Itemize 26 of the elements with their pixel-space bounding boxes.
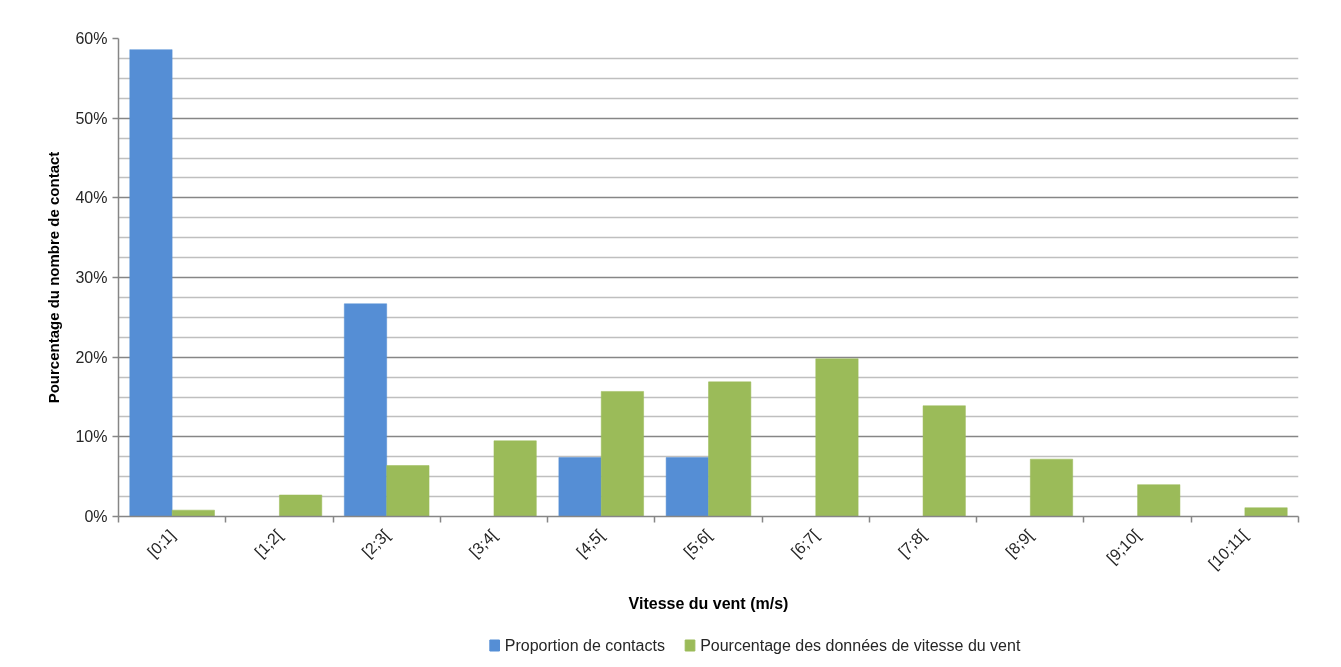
legend-label: Proportion de contacts [504,637,665,654]
bar [708,381,752,517]
y-tick-label: 20% [75,348,108,366]
bar [1244,507,1288,517]
x-axis-title: Vitesse du vent (m/s) [628,595,789,613]
y-tick-label: 0% [84,508,108,525]
bar [386,465,430,517]
y-tick-label: 40% [75,189,108,207]
bar [1030,458,1073,517]
y-tick-label: 10% [75,428,108,446]
bar [171,509,215,517]
bar [344,303,387,517]
y-tick-label: 50% [75,109,108,127]
bar [279,494,323,517]
bar [493,440,537,517]
bar [129,49,173,517]
bar [665,457,709,517]
bar [600,391,644,517]
y-axis-title: Pourcentage du nombre de contact [45,151,63,404]
bar [922,405,966,517]
y-tick-label: 60% [75,30,108,47]
bar [1137,484,1181,517]
legend-label: Pourcentage des données de vitesse du vent [700,637,1021,654]
bar [815,358,859,517]
y-tick-label: 30% [75,269,108,286]
bar [558,457,602,517]
